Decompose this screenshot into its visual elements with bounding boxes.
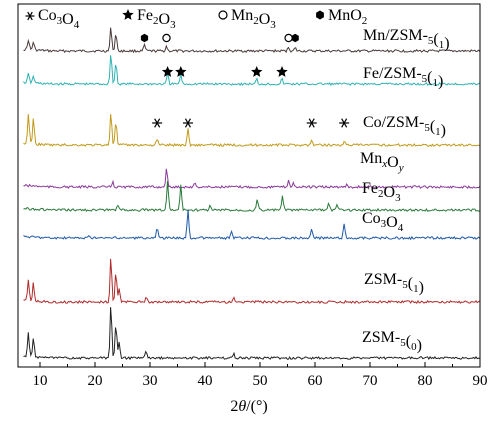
x-tick-label: 80 [418, 373, 433, 389]
trace-5 [23, 209, 480, 241]
trace-7 [23, 307, 480, 361]
mn2o3-marker [284, 33, 293, 43]
co3o4-marker [152, 118, 163, 128]
series-label-0: Mn/ZSM-5(1) [363, 27, 450, 52]
fe2o3-marker [175, 66, 187, 77]
legend-fe2o3-label: Fe2O3 [137, 7, 176, 31]
x-tick-label: 20 [88, 373, 103, 389]
co3o4-marker [182, 118, 193, 128]
series-label-6: ZSM-5(1) [364, 271, 424, 296]
x-tick-label: 10 [33, 373, 48, 389]
trace-4 [23, 180, 480, 213]
trace-2 [23, 114, 480, 148]
x-tick-label: 60 [308, 373, 323, 389]
mno2-marker [291, 33, 299, 43]
mn2o3-marker [162, 33, 171, 43]
series-label-1: Fe/ZSM-5(1) [363, 65, 443, 90]
fe2o3-marker [276, 66, 288, 77]
legend-co3o4-label: Co3O4 [38, 7, 80, 31]
x-tick-label: 50 [253, 373, 268, 389]
fe2o3-marker [161, 66, 174, 77]
trace-1 [23, 55, 480, 87]
series-label-4: Fe2O3 [362, 180, 401, 204]
x-tick-label: 40 [198, 373, 213, 389]
legend-mn2o3-label: Mn2O3 [231, 7, 276, 31]
legend: Co3O4 Fe2O3 Mn2O3 MnO2 [25, 7, 367, 31]
x-tick-label: 70 [363, 373, 378, 389]
x-tick-label: 90 [473, 373, 488, 389]
legend-mn2o3-symbol [218, 10, 228, 20]
legend-mno2-label: MnO2 [328, 7, 367, 27]
legend-mno2-symbol [316, 10, 324, 20]
x-tick-label: 30 [143, 373, 158, 389]
fe2o3-marker [251, 66, 263, 77]
series-label-7: ZSM-5(0) [362, 329, 422, 354]
legend-co3o4-symbol [25, 11, 35, 21]
series-label-5: Co3O4 [362, 210, 404, 234]
trace-6 [23, 258, 480, 305]
x-axis-label: 2θ/(°) [230, 398, 267, 415]
axes: 10 20 30 40 50 60 70 80 90 2θ/(°) [17, 3, 488, 415]
series-labels: Mn/ZSM-5(1) Fe/ZSM-5(1) Co/ZSM-5(1) MnxOy Fe… [360, 27, 450, 354]
trace-0 [23, 27, 481, 54]
series-label-2: Co/ZSM-5(1) [363, 114, 446, 139]
co3o4-marker [306, 118, 317, 128]
series-label-3: MnxOy [360, 150, 404, 174]
xrd-traces [23, 27, 481, 361]
peak-markers [140, 33, 350, 128]
trace-3 [23, 168, 480, 190]
co3o4-marker [339, 118, 350, 128]
mno2-marker [140, 33, 149, 43]
plot-frame [17, 3, 481, 368]
legend-fe2o3-symbol [122, 9, 134, 20]
